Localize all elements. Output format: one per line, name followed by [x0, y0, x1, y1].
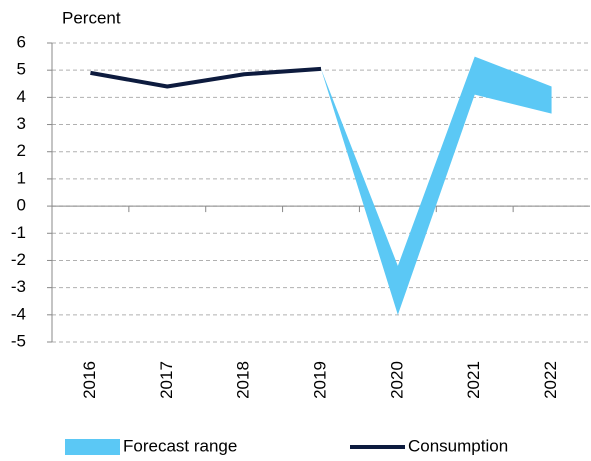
x-tick-label: 2020 — [387, 361, 406, 399]
y-tick-label: -2 — [11, 250, 26, 269]
y-tick-label: 4 — [17, 87, 26, 106]
y-tick-label: 5 — [17, 60, 26, 79]
legend-label: Forecast range — [123, 436, 237, 455]
x-tick-label: 2018 — [234, 361, 253, 399]
x-tick-label: 2016 — [80, 361, 99, 399]
y-tick-label: 6 — [17, 32, 26, 51]
y-tick-label: 1 — [17, 168, 26, 187]
y-tick-label: -4 — [11, 304, 26, 323]
y-tick-label: 2 — [17, 141, 26, 160]
x-tick-label: 2019 — [310, 361, 329, 399]
consumption-line — [90, 66, 322, 89]
x-tick-label: 2017 — [157, 361, 176, 399]
x-tick-label: 2021 — [464, 361, 483, 399]
legend-swatch — [65, 439, 120, 455]
y-tick-label: 0 — [17, 196, 26, 215]
y-axis-label: Percent — [62, 8, 121, 27]
y-tick-label: -5 — [11, 331, 26, 350]
x-tick-label: 2022 — [541, 361, 560, 399]
y-tick-label: -1 — [11, 223, 26, 242]
y-tick-label: -3 — [11, 277, 26, 296]
legend-label: Consumption — [408, 436, 508, 455]
forecast-band — [321, 56, 552, 315]
y-tick-label: 3 — [17, 114, 26, 133]
